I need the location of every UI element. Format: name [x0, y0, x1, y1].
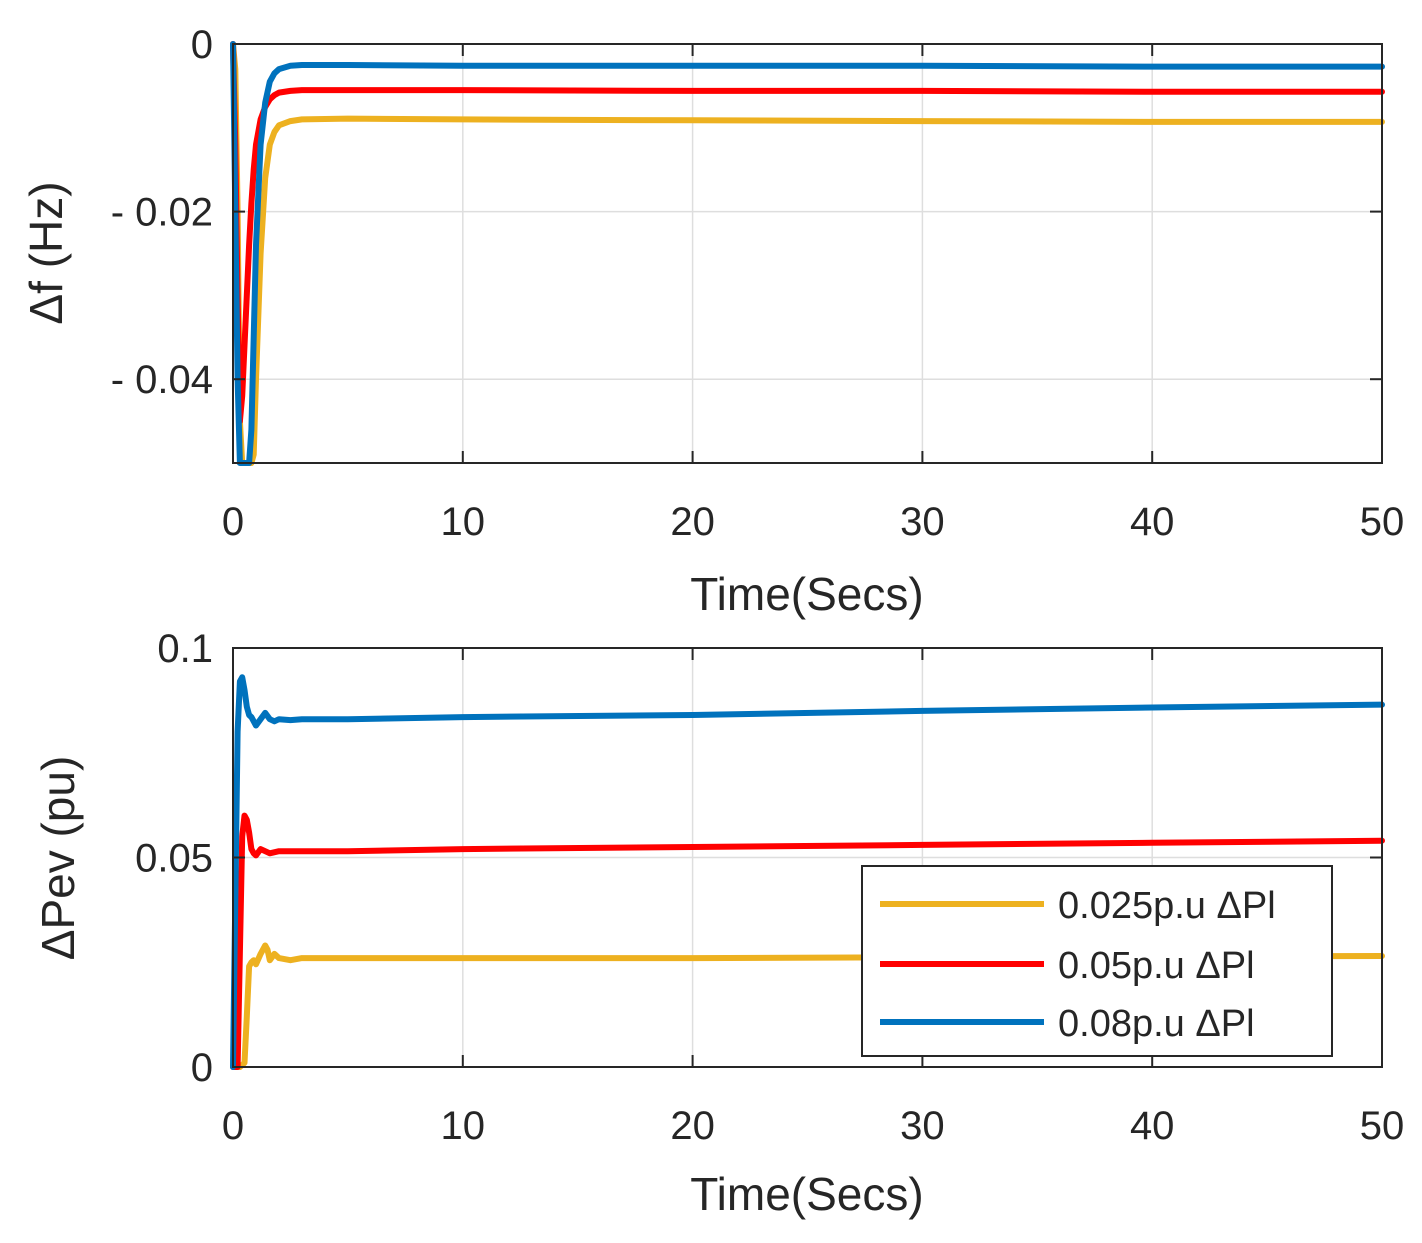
axes-box [232, 43, 1383, 464]
series-line-0025 [230, 942, 1385, 1070]
x-tick-label: 50 [1360, 500, 1405, 544]
x-tick-label: 10 [441, 500, 486, 544]
y-tick-label: 0.1 [157, 627, 213, 671]
y-tick-label: - 0.02 [111, 191, 213, 235]
x-tick-label: 10 [441, 1104, 486, 1148]
y-axis-label: ΔPev (pu) [32, 756, 84, 961]
tick-marks [232, 43, 1383, 463]
x-tick-label: 40 [1130, 1104, 1175, 1148]
series-lines [230, 674, 1385, 1070]
legend-label-008: 0.08p.u ΔPl [1058, 1003, 1255, 1045]
x-tick-label: 50 [1360, 1104, 1405, 1148]
plot-area [233, 44, 1382, 463]
y-tick-label: 0 [191, 1046, 213, 1090]
x-tick-label: 30 [900, 1104, 945, 1148]
x-axis-label: Time(Secs) [690, 568, 923, 620]
x-tick-labels: 0 10 20 30 40 50 [222, 500, 1404, 544]
y-tick-label: 0.05 [135, 837, 213, 881]
x-tick-label: 0 [222, 1104, 244, 1148]
frequency-deviation-plot: 0 10 20 30 40 50 0 - 0.02 - 0.04 Time(Secs) Δf … [20, 23, 1404, 620]
y-axis-label: Δf (Hz) [20, 181, 72, 324]
series-line-008 [230, 674, 1385, 1070]
y-tick-labels: 0.1 0.05 0 [135, 627, 213, 1090]
ev-power-deviation-plot: 0 10 20 30 40 50 0.1 0.05 0 Time(Secs) ΔPev (pu… [32, 627, 1404, 1220]
x-tick-label: 0 [222, 500, 244, 544]
x-tick-labels: 0 10 20 30 40 50 [222, 1104, 1404, 1148]
x-tick-label: 20 [670, 1104, 715, 1148]
x-axis-label: Time(Secs) [690, 1168, 923, 1220]
tick-marks [232, 647, 1383, 1068]
y-tick-label: - 0.04 [111, 358, 213, 402]
y-tick-labels: 0 - 0.02 - 0.04 [111, 23, 213, 402]
legend-label-005: 0.05p.u ΔPl [1058, 945, 1255, 987]
x-tick-label: 40 [1130, 500, 1175, 544]
y-tick-label: 0 [191, 23, 213, 67]
x-tick-label: 20 [670, 500, 715, 544]
legend: 0.025p.u ΔPl 0.05p.u ΔPl 0.08p.u ΔPl [861, 865, 1333, 1057]
series-line-005 [230, 812, 1385, 1070]
x-tick-label: 30 [900, 500, 945, 544]
legend-label-0025: 0.025p.u ΔPl [1058, 885, 1276, 927]
